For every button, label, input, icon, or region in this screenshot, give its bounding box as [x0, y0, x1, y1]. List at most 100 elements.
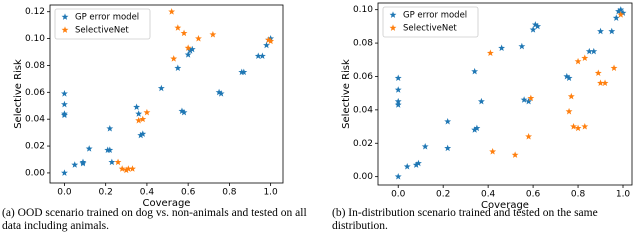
- legend-marker: [61, 13, 69, 20]
- x-tick-label: 0.2: [99, 188, 113, 198]
- data-point: [394, 86, 402, 93]
- data-point: [394, 74, 402, 82]
- data-point: [597, 27, 604, 35]
- data-point: [61, 100, 68, 108]
- legend-marker: [61, 26, 69, 33]
- data-point: [178, 107, 186, 115]
- legend-label: GP error model: [75, 13, 139, 23]
- data-point: [61, 111, 68, 119]
- data-point: [61, 169, 68, 176]
- legend-marker: [389, 11, 397, 18]
- y-tick-label: 0.10: [25, 34, 45, 44]
- data-point: [608, 27, 616, 35]
- x-tick-label: 0.4: [481, 190, 496, 200]
- data-point: [471, 67, 479, 75]
- y-tick-label: 0.10: [353, 5, 373, 15]
- data-point: [263, 41, 270, 49]
- data-point: [581, 54, 589, 62]
- data-point: [267, 37, 275, 45]
- y-tick-label: 0.06: [353, 72, 373, 82]
- data-point: [129, 165, 136, 172]
- x-tick-label: 1.0: [616, 190, 631, 200]
- x-axis-label: Coverage: [481, 200, 529, 211]
- data-point: [590, 47, 598, 55]
- data-point: [124, 165, 132, 172]
- data-point: [394, 101, 402, 108]
- data-point: [565, 74, 573, 82]
- data-point: [567, 92, 575, 100]
- data-point: [581, 122, 589, 130]
- y-tick-label: 0.02: [353, 139, 373, 149]
- data-point: [240, 68, 248, 76]
- x-tick-label: 0.6: [181, 188, 196, 198]
- legend-box: [382, 6, 479, 38]
- data-point: [525, 132, 533, 140]
- data-point: [85, 145, 93, 152]
- data-point: [195, 34, 202, 42]
- data-point: [619, 9, 627, 16]
- data-point: [486, 49, 494, 56]
- legend-marker: [389, 24, 397, 31]
- data-point: [104, 146, 112, 153]
- data-point: [168, 8, 176, 15]
- data-point: [615, 7, 622, 15]
- data-point: [215, 88, 223, 96]
- y-tick-label: 0.00: [353, 172, 373, 182]
- x-tick-label: 0.4: [140, 188, 155, 198]
- data-point: [617, 11, 625, 18]
- data-point: [71, 161, 79, 168]
- data-point: [403, 163, 411, 170]
- y-tick-label: 0.00: [25, 168, 45, 178]
- y-axis-label: Selective Risk: [341, 59, 352, 129]
- data-point: [184, 51, 192, 58]
- data-point: [254, 52, 262, 59]
- data-point: [209, 30, 217, 38]
- data-point: [601, 79, 609, 87]
- data-point: [412, 161, 420, 168]
- data-point: [258, 52, 266, 59]
- data-point: [394, 97, 402, 105]
- data-point: [143, 108, 151, 116]
- data-point: [563, 72, 571, 80]
- data-point: [139, 130, 147, 137]
- data-point: [118, 165, 126, 172]
- data-point: [471, 126, 479, 133]
- data-point: [174, 64, 182, 72]
- plot-frame: [377, 2, 633, 186]
- data-point: [527, 94, 535, 102]
- caption: (b) In-distribution scenario trained and…: [332, 207, 598, 232]
- y-axis-label: Selective Risk: [13, 59, 24, 129]
- x-tick-label: 0.2: [436, 190, 450, 200]
- x-tick-label: 0.8: [571, 190, 586, 200]
- data-point: [520, 96, 528, 103]
- data-point: [394, 173, 402, 180]
- data-point: [157, 84, 165, 92]
- data-point: [108, 158, 116, 166]
- data-point: [574, 57, 582, 65]
- x-tick-label: 1.0: [263, 188, 278, 198]
- plot-frame: [49, 4, 284, 184]
- data-point: [585, 47, 593, 55]
- data-point: [415, 159, 422, 167]
- y-tick-label: 0.06: [25, 88, 45, 98]
- data-point: [477, 97, 485, 105]
- y-tick-label: 0.04: [25, 115, 45, 125]
- data-point: [180, 29, 188, 37]
- data-point: [597, 79, 604, 87]
- x-tick-label: 0.6: [526, 190, 541, 200]
- data-point: [135, 116, 143, 124]
- data-point: [122, 166, 130, 174]
- data-point: [473, 124, 481, 132]
- data-point: [489, 148, 497, 155]
- data-point: [170, 55, 178, 62]
- y-tick-label: 0.08: [25, 61, 45, 71]
- data-point: [174, 24, 182, 31]
- data-point: [518, 42, 526, 50]
- data-point: [265, 36, 272, 43]
- data-point: [61, 90, 68, 97]
- y-tick-label: 0.08: [353, 39, 373, 49]
- data-point: [188, 45, 196, 53]
- data-point: [610, 64, 618, 72]
